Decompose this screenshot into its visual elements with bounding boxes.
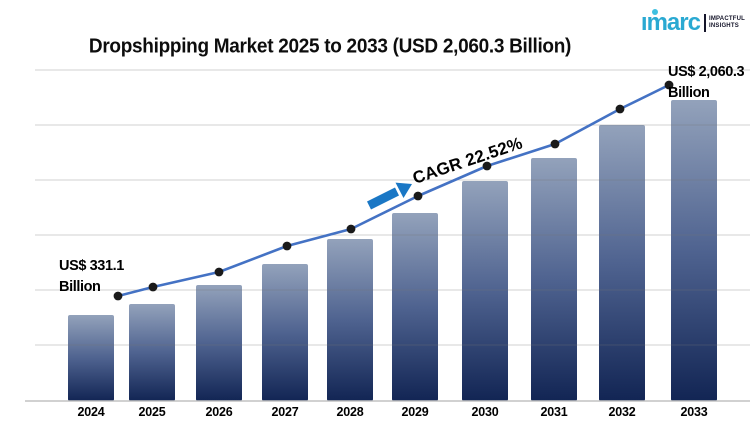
x-axis-label-2025: 2025	[138, 405, 165, 419]
line-point-2033	[664, 80, 674, 90]
line-point-2028	[346, 224, 356, 234]
trend-line-group	[116, 83, 671, 298]
bar-2024	[68, 315, 114, 401]
trend-line	[116, 83, 671, 298]
x-axis-label-2032: 2032	[608, 405, 635, 419]
line-point-2027	[282, 241, 292, 251]
bars-group	[68, 100, 717, 401]
logo-tagline-line2: INSIGHTS	[708, 23, 739, 29]
x-axis-label-2024: 2024	[77, 405, 104, 419]
cagr-arrow-shaft	[366, 187, 400, 210]
x-axis-label-2033: 2033	[680, 405, 707, 419]
logo-i-dot	[651, 9, 658, 15]
wordmark-text: ımarc	[640, 9, 701, 36]
logo-tagline-line1: IMPACTFUL	[708, 16, 745, 22]
x-axis-label-2030: 2030	[471, 405, 498, 419]
imarc-wordmark: ımarc	[640, 9, 701, 36]
chart-title: Dropshipping Market 2025 to 2033 (USD 2,…	[88, 35, 572, 58]
start-value-line2: Billion	[59, 279, 101, 295]
end-value-annotation: US$ 2,060.3 Billion	[668, 62, 745, 104]
bar-2033	[671, 100, 717, 401]
bar-2028	[327, 239, 373, 401]
bar-2030	[462, 181, 508, 401]
bar-2025	[129, 304, 175, 401]
bar-2031	[531, 158, 577, 401]
cagr-arrow-icon	[366, 182, 412, 210]
bar-2029	[392, 213, 438, 401]
logo-divider	[703, 14, 706, 32]
line-point-2025	[148, 282, 158, 292]
bar-2032	[599, 125, 645, 401]
line-point-2032	[615, 104, 625, 114]
line-point-2031	[550, 139, 560, 149]
start-value-annotation: US$ 331.1 Billion	[59, 256, 124, 298]
line-point-2026	[214, 267, 224, 277]
line-point-2029	[413, 191, 423, 201]
x-axis-label-2029: 2029	[401, 405, 428, 419]
logo-tagline: IMPACTFUL INSIGHTS	[709, 16, 745, 30]
line-points-group	[113, 80, 674, 301]
imarc-logo: ımarc IMPACTFUL INSIGHTS	[641, 8, 745, 38]
line-point-2030	[482, 161, 492, 171]
end-value-line1: US$ 2,060.3	[668, 64, 745, 80]
x-axis-labels-group: 2024 2025 2026 2027 2028 2029 2030 2031 2032 2033	[77, 405, 707, 419]
end-value-line2: Billion	[668, 85, 710, 101]
x-axis-label-2028: 2028	[336, 405, 363, 419]
x-axis-label-2027: 2027	[271, 405, 298, 419]
bar-2026	[196, 285, 242, 401]
x-axis-label-2031: 2031	[540, 405, 567, 419]
bar-2027	[262, 264, 308, 401]
x-axis-label-2026: 2026	[205, 405, 232, 419]
start-value-line1: US$ 331.1	[59, 258, 124, 274]
cagr-arrow-head	[395, 182, 412, 198]
line-point-2024	[113, 291, 123, 301]
